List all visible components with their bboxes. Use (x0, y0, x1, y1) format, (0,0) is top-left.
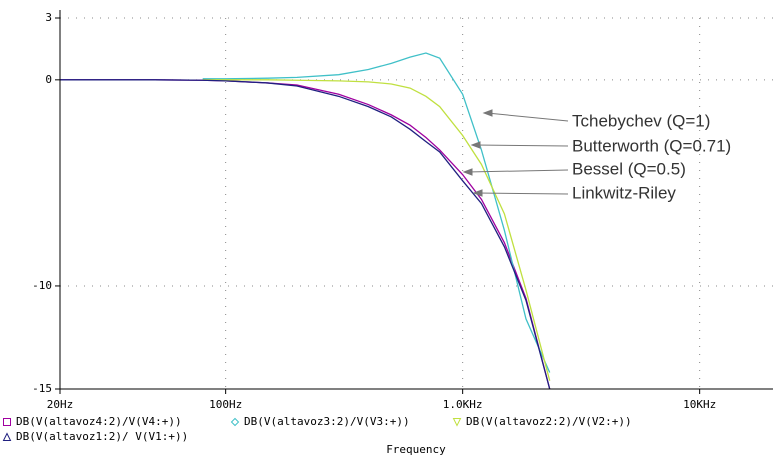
legend-marker (2, 432, 12, 441)
x-tick-label: 20Hz (47, 398, 74, 411)
x-axis-label: Frequency (386, 443, 446, 456)
series-line (60, 79, 551, 389)
x-tick-label: 1.0KHz (443, 398, 483, 411)
annotation: Butterworth (Q=0.71) (572, 136, 731, 155)
series-line (60, 79, 551, 389)
annotation-arrows (462, 109, 569, 197)
annotation: Tchebychev (Q=1) (572, 111, 710, 130)
legend-marker (452, 418, 462, 427)
y-tick-label: -10 (32, 279, 52, 292)
legend-label: DB(V(altavoz1:2)/ V(V1:+)) (16, 430, 188, 443)
legend-marker (230, 417, 240, 427)
legend-marker (3, 418, 11, 426)
x-tick-label: 10KHz (683, 398, 716, 411)
series-line (202, 52, 551, 373)
annotation: Bessel (Q=0.5) (572, 159, 686, 178)
y-tick-label: 0 (45, 73, 52, 86)
legend-label: DB(V(altavoz4:2)/V(V4:+)) (16, 415, 182, 428)
x-tick-label: 100Hz (209, 398, 242, 411)
y-tick-label: -15 (32, 382, 52, 395)
legend-label: DB(V(altavoz2:2)/V(V2:+)) (466, 415, 632, 428)
legend-label: DB(V(altavoz3:2)/V(V3:+)) (244, 415, 410, 428)
y-tick-label: 3 (45, 11, 52, 24)
series-line (202, 79, 551, 381)
annotation: Linkwitz-Riley (572, 183, 676, 202)
